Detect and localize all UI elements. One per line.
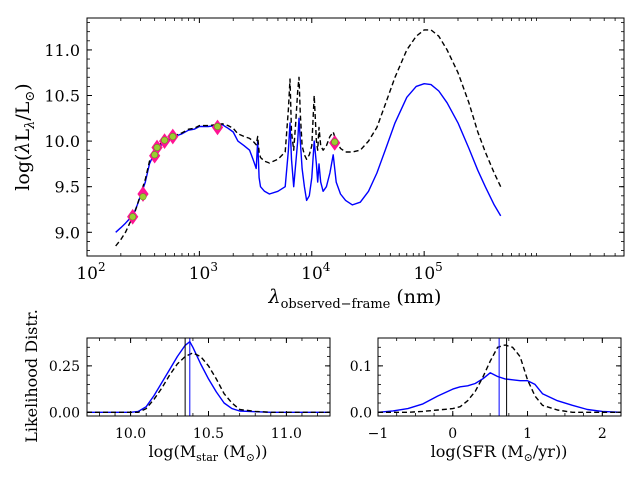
sfr-ytick-label-0.0: 0.0 xyxy=(350,405,372,421)
model-photometry-point xyxy=(151,151,159,159)
mass-xtick-label-10.0: 10.0 xyxy=(115,426,146,442)
mass-xtick-label-10.5: 10.5 xyxy=(193,426,224,442)
sfr-xlabel: log(SFR (M⊙/yr)) xyxy=(431,442,568,464)
sed-ytick-label-10.0: 10.0 xyxy=(44,132,80,151)
likelihood-ylabel: Likelihood Distr. xyxy=(22,309,41,443)
model-photometry-point xyxy=(153,143,161,151)
sfr-ticks-layer xyxy=(377,338,622,416)
sed-ytick-label-10.5: 10.5 xyxy=(44,87,80,106)
sfr-xtick-label-minus1: −1 xyxy=(368,426,389,442)
sfr-xtick-label-2: 2 xyxy=(598,426,607,442)
sed-panel: 102 103 104 105 9.0 9.5 10.0 10.5 11.0 λ… xyxy=(12,17,625,312)
sed-ytick-label-11.0: 11.0 xyxy=(44,41,80,60)
model-photometry-point xyxy=(169,133,177,141)
sfr-plot-area xyxy=(378,338,621,416)
sfr-xtick-label-0: 0 xyxy=(448,426,457,442)
sed-xtick-label-1e4: 104 xyxy=(301,260,331,284)
mass-series-black xyxy=(87,352,330,413)
mass-series-layer xyxy=(87,338,330,416)
sfr-ytick-label-0.1: 0.1 xyxy=(350,359,372,375)
sed-markers-layer xyxy=(127,119,341,225)
mass-xtick-label-11.0: 11.0 xyxy=(271,426,302,442)
mass-likelihood-panel: 10.0 10.5 11.0 0.00 0.25 log(Mstar (M⊙))… xyxy=(22,309,331,464)
sed-xtick-label-1e5: 105 xyxy=(414,260,443,284)
sed-ylabel: log(λLλ/L⊙) xyxy=(12,83,38,190)
mass-ticks-layer xyxy=(87,337,330,416)
sfr-series-blue xyxy=(378,372,621,413)
sed-ticks-layer xyxy=(86,18,624,256)
mass-plot-area xyxy=(87,338,330,416)
model-photometry-point xyxy=(129,213,137,221)
sfr-series-layer xyxy=(378,338,621,416)
model-photometry-point xyxy=(214,123,222,131)
sed-axes-frame xyxy=(86,17,625,257)
mass-xlabel: log(Mstar (M⊙)) xyxy=(149,442,268,464)
sed-ytick-label-9.5: 9.5 xyxy=(55,178,80,197)
mass-ytick-label-0.25: 0.25 xyxy=(49,359,80,375)
sed-xlabel: λobserved−frame (nm) xyxy=(268,286,442,312)
sfr-axes-frame xyxy=(377,337,622,417)
sfr-series-black xyxy=(378,344,621,413)
model-photometry-point xyxy=(161,136,169,144)
sed-xtick-label-1e2: 102 xyxy=(76,260,105,284)
mass-ytick-label-0.00: 0.00 xyxy=(49,405,80,421)
sed-xtick-label-1e3: 103 xyxy=(189,260,218,284)
model-photometry-point xyxy=(139,193,147,201)
sfr-xtick-label-1: 1 xyxy=(523,426,532,442)
model-photometry-point xyxy=(331,138,339,146)
sed-ytick-label-9.0: 9.0 xyxy=(55,223,80,242)
sfr-likelihood-panel: −1 0 1 2 0.0 0.1 log(SFR (M⊙/yr)) xyxy=(350,337,622,464)
